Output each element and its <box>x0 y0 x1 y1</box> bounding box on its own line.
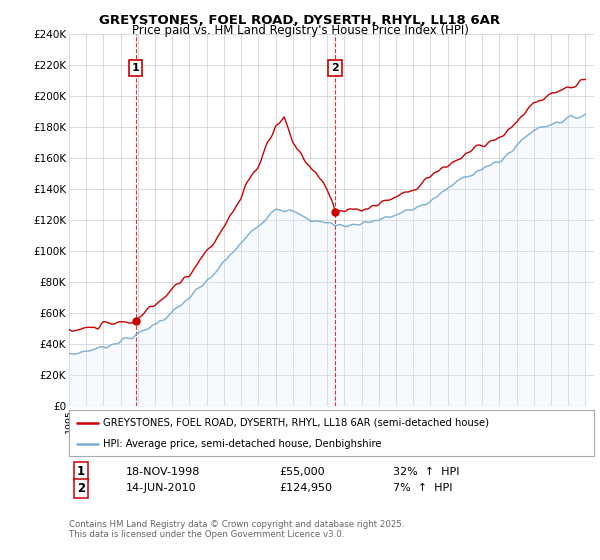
Text: Contains HM Land Registry data © Crown copyright and database right 2025.
This d: Contains HM Land Registry data © Crown c… <box>69 520 404 539</box>
Text: GREYSTONES, FOEL ROAD, DYSERTH, RHYL, LL18 6AR: GREYSTONES, FOEL ROAD, DYSERTH, RHYL, LL… <box>100 14 500 27</box>
Text: Price paid vs. HM Land Registry's House Price Index (HPI): Price paid vs. HM Land Registry's House … <box>131 24 469 37</box>
Text: 2: 2 <box>331 63 339 73</box>
Text: £55,000: £55,000 <box>279 466 325 477</box>
Text: HPI: Average price, semi-detached house, Denbighshire: HPI: Average price, semi-detached house,… <box>103 439 382 449</box>
Text: 1: 1 <box>77 465 85 478</box>
Text: 2: 2 <box>77 482 85 495</box>
Text: 32%  ↑  HPI: 32% ↑ HPI <box>393 466 460 477</box>
Text: 18-NOV-1998: 18-NOV-1998 <box>126 466 200 477</box>
Text: GREYSTONES, FOEL ROAD, DYSERTH, RHYL, LL18 6AR (semi-detached house): GREYSTONES, FOEL ROAD, DYSERTH, RHYL, LL… <box>103 418 489 428</box>
Text: £124,950: £124,950 <box>279 483 332 493</box>
Text: 14-JUN-2010: 14-JUN-2010 <box>126 483 197 493</box>
Text: 7%  ↑  HPI: 7% ↑ HPI <box>393 483 452 493</box>
Text: 1: 1 <box>132 63 140 73</box>
